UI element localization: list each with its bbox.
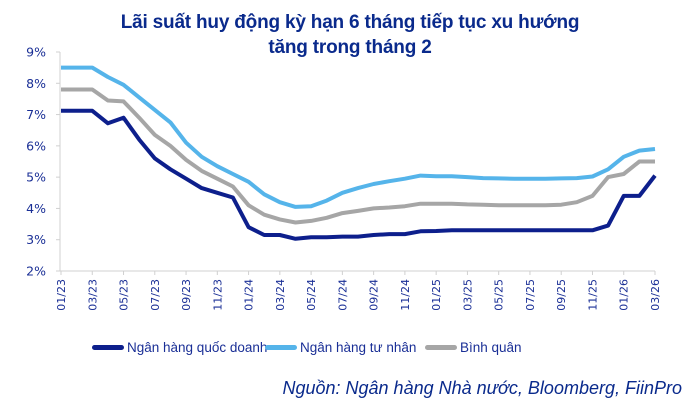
y-tick-label: 5%: [26, 170, 46, 185]
series-line-private-banks: [61, 65, 656, 209]
legend-label-average: Bình quân: [460, 340, 522, 355]
legend-swatch-average: [425, 345, 457, 350]
chart-series: [61, 65, 657, 241]
chart-title-line2: tăng trong tháng 2: [268, 37, 432, 58]
x-tick-label: 07/25: [524, 279, 537, 311]
legend-label-state-banks: Ngân hàng quốc doanh: [127, 340, 268, 355]
x-tick-label: 09/24: [368, 279, 381, 311]
legend-item-private-banks: Ngân hàng tư nhân: [265, 340, 416, 355]
legend-item-average: Bình quân: [425, 340, 522, 355]
x-tick-label: 03/24: [274, 279, 287, 311]
x-tick-label: 01/24: [243, 279, 256, 311]
x-tick-label: 03/23: [86, 279, 99, 311]
series-line-state-banks: [61, 108, 657, 241]
x-tick-label: 11/23: [211, 279, 224, 311]
chart-axes: 2% 3% 4% 5% 6% 7% 8% 9% 01/23 03/23 05/23 07/23 09/2…: [26, 45, 662, 311]
y-tick-label: 9%: [26, 45, 46, 60]
y-tick-label: 6%: [26, 138, 46, 153]
y-tick-label: 2%: [26, 264, 46, 279]
x-tick-label: 05/25: [493, 279, 506, 311]
line-chart: 2% 3% 4% 5% 6% 7% 8% 9% 01/23 03/23 05/23 07/23 09/2…: [26, 45, 662, 311]
legend-item-state-banks: Ngân hàng quốc doanh: [92, 340, 267, 355]
x-tick-label: 07/24: [336, 279, 349, 311]
y-tick-label: 3%: [26, 232, 46, 247]
chart-legend: Ngân hàng quốc doanh Ngân hàng tư nhân B…: [0, 340, 700, 360]
x-tick-label: 01/23: [55, 279, 68, 311]
x-tick-label: 07/23: [149, 279, 162, 311]
x-tick-label: 03/26: [649, 279, 662, 311]
x-tick-label: 01/25: [430, 279, 443, 311]
x-tick-label: 03/25: [461, 279, 474, 311]
x-tick-label: 01/26: [618, 279, 631, 311]
legend-swatch-private-banks: [265, 345, 297, 350]
x-tick-label: 11/24: [399, 279, 412, 311]
x-tick-label: 09/25: [555, 279, 568, 311]
chart-title: Lãi suất huy động kỳ hạn 6 tháng tiếp tụ…: [0, 10, 700, 60]
x-tick-label: 11/25: [586, 279, 599, 311]
series-line-average: [61, 87, 655, 225]
chart-title-line1: Lãi suất huy động kỳ hạn 6 tháng tiếp tụ…: [120, 12, 580, 33]
y-tick-label: 7%: [26, 107, 46, 122]
y-tick-label: 4%: [26, 201, 46, 216]
legend-swatch-state-banks: [92, 345, 124, 350]
x-tick-label: 05/23: [118, 279, 131, 311]
legend-label-private-banks: Ngân hàng tư nhân: [300, 340, 417, 355]
y-tick-label: 8%: [26, 76, 46, 91]
x-tick-label: 05/24: [305, 279, 318, 311]
source-note: Nguồn: Ngân hàng Nhà nước, Bloomberg, Fi…: [282, 378, 682, 398]
x-tick-label: 09/23: [180, 279, 193, 311]
